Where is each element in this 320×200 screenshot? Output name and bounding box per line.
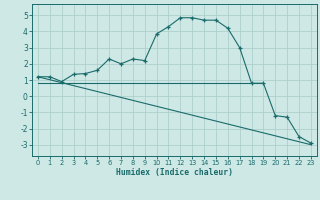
- X-axis label: Humidex (Indice chaleur): Humidex (Indice chaleur): [116, 168, 233, 177]
